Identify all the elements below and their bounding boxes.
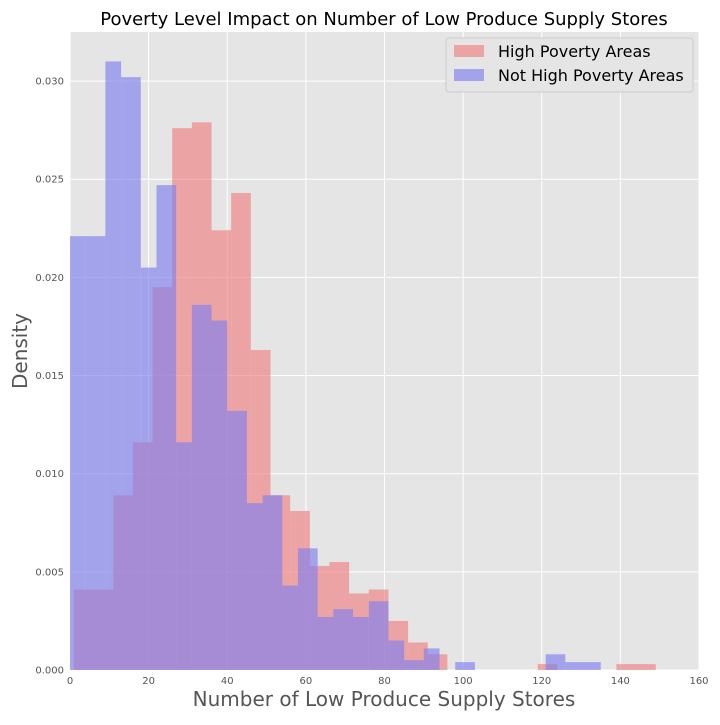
bar-not-high-poverty	[246, 503, 263, 670]
legend-box	[445, 37, 694, 93]
x-tick-label: 140	[611, 676, 630, 687]
legend-swatch-high-poverty	[454, 45, 484, 57]
bar-not-high-poverty	[545, 654, 566, 670]
bar-not-high-poverty	[176, 442, 192, 670]
bar-not-high-poverty	[191, 304, 212, 670]
y-tick-label: 0.000	[35, 666, 64, 677]
bar-not-high-poverty	[121, 77, 141, 671]
legend-label-high-poverty: High Poverty Areas	[498, 42, 651, 61]
bar-not-high-poverty	[404, 660, 424, 670]
bar-not-high-poverty	[317, 616, 334, 670]
bar-not-high-poverty	[368, 601, 389, 670]
x-tick-label: 120	[532, 676, 551, 687]
x-axis-label: Number of Low Produce Supply Stores	[193, 687, 576, 711]
bar-not-high-poverty	[156, 185, 177, 670]
bar-high-poverty	[616, 664, 656, 670]
bar-not-high-poverty	[262, 495, 283, 670]
histogram-bars	[70, 61, 656, 671]
y-tick-label: 0.030	[35, 77, 64, 88]
y-tick-label: 0.015	[35, 371, 64, 382]
bar-not-high-poverty	[282, 585, 299, 670]
x-tick-label: 40	[221, 676, 234, 687]
x-tick-label: 0	[67, 676, 73, 687]
bar-not-high-poverty	[140, 267, 157, 670]
chart-title: Poverty Level Impact on Number of Low Pr…	[100, 9, 668, 30]
bar-not-high-poverty	[388, 640, 405, 670]
x-tick-label: 20	[142, 676, 155, 687]
axis-ticks: 0.000 0.005 0.010 0.015 0.020 0.025 0.030 0 20 40…	[35, 77, 708, 687]
bar-not-high-poverty	[333, 609, 354, 670]
y-tick-label: 0.025	[35, 175, 64, 186]
bar-not-high-poverty	[565, 662, 601, 670]
legend: High Poverty Areas Not High Poverty Area…	[445, 37, 694, 93]
bar-not-high-poverty	[455, 662, 475, 670]
bar-not-high-poverty	[423, 648, 440, 670]
y-tick-label: 0.010	[35, 469, 64, 480]
y-axis-label: Density	[8, 313, 32, 389]
bar-not-high-poverty	[353, 616, 369, 670]
bar-not-high-poverty	[211, 320, 228, 670]
legend-swatch-not-high-poverty	[454, 69, 484, 81]
bar-not-high-poverty	[85, 236, 106, 670]
x-tick-label: 60	[300, 676, 313, 687]
x-tick-label: 160	[689, 676, 708, 687]
y-tick-label: 0.005	[35, 567, 64, 578]
bar-not-high-poverty	[227, 410, 247, 670]
bar-not-high-poverty	[298, 548, 318, 670]
x-tick-label: 100	[454, 676, 473, 687]
legend-label-not-high-poverty: Not High Poverty Areas	[498, 66, 684, 85]
x-tick-label: 80	[378, 676, 391, 687]
bar-not-high-poverty	[105, 61, 122, 670]
bar-not-high-poverty	[70, 236, 86, 670]
y-tick-label: 0.020	[35, 273, 64, 284]
